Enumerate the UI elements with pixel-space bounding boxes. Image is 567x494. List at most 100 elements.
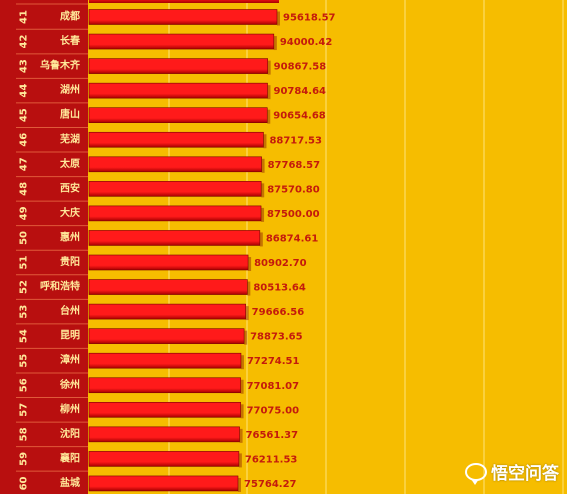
- value-label: 94000.42: [280, 37, 333, 48]
- value-label: 80513.64: [253, 283, 306, 294]
- value-label: 79666.56: [252, 307, 305, 318]
- bar-shadow: [259, 232, 263, 247]
- category-label: 盐城: [60, 476, 80, 489]
- rank-label: 54: [19, 329, 30, 343]
- rank-label: 41: [19, 10, 30, 24]
- rank-label: 51: [19, 256, 30, 270]
- category-label: 惠州: [60, 230, 80, 243]
- bar-shadow: [247, 281, 251, 296]
- bar-shadow: [273, 36, 277, 51]
- category-label: 贵阳: [60, 255, 80, 268]
- category-label: 芜湖: [60, 132, 80, 145]
- bar-shadow: [238, 477, 241, 492]
- value-label: 78873.65: [250, 332, 303, 343]
- value-label: 87500.00: [267, 209, 320, 220]
- category-label-panel: [0, 0, 88, 494]
- category-label: 沈阳: [60, 427, 80, 440]
- value-label: 76561.37: [246, 430, 299, 441]
- category-label: 徐州: [59, 378, 80, 391]
- category-label: 襄阳: [59, 451, 80, 464]
- value-label: 87570.80: [267, 184, 320, 195]
- value-label: 75764.27: [244, 479, 297, 490]
- bar: [88, 9, 278, 25]
- category-label: 西安: [60, 181, 80, 194]
- category-label: 柳州: [60, 402, 80, 415]
- category-label: 大庆: [60, 206, 80, 219]
- bar: [88, 181, 262, 197]
- bar-partial-top: [89, 0, 279, 3]
- bar: [88, 303, 246, 320]
- rank-label: 57: [19, 403, 30, 417]
- category-label: 漳州: [60, 353, 80, 366]
- bar-shadow: [267, 109, 271, 124]
- value-label: 95618.57: [283, 13, 336, 24]
- bar: [88, 33, 275, 50]
- category-label: 成都: [60, 10, 80, 23]
- value-label: 77075.00: [247, 405, 300, 416]
- category-label: 乌鲁木齐: [40, 59, 81, 72]
- value-label: 88717.53: [269, 135, 322, 146]
- value-label: 77274.51: [247, 356, 300, 367]
- bar: [88, 156, 262, 173]
- rank-label: 50: [19, 231, 30, 245]
- bar-shadow: [240, 379, 244, 394]
- bar-shadow: [263, 134, 267, 149]
- bar-shadow: [238, 453, 242, 468]
- bar-shadow: [248, 257, 252, 271]
- category-label: 太原: [59, 157, 80, 170]
- bar: [88, 107, 268, 123]
- value-label: 90867.58: [274, 62, 327, 73]
- bar: [88, 451, 240, 467]
- category-label: 长春: [60, 34, 80, 47]
- rank-label: 59: [19, 452, 30, 466]
- bar: [88, 401, 241, 418]
- value-label: 77081.07: [247, 381, 300, 392]
- category-label: 台州: [60, 304, 80, 317]
- bar: [88, 205, 262, 222]
- bar-shadow: [267, 85, 271, 100]
- value-label: 86874.61: [266, 233, 319, 244]
- value-label: 76211.53: [245, 454, 298, 465]
- watermark: 悟空问答: [465, 459, 559, 485]
- category-label: 唐山: [60, 108, 80, 121]
- category-label: 湖州: [60, 83, 80, 96]
- rank-label: 42: [19, 35, 30, 49]
- rank-label: 53: [19, 305, 30, 319]
- speech-bubble-icon: [465, 462, 487, 485]
- rank-label: 47: [19, 157, 30, 171]
- bar: [88, 82, 268, 99]
- rank-label: 43: [19, 59, 30, 73]
- bar-shadow: [261, 158, 265, 173]
- value-label: 87768.57: [268, 160, 321, 171]
- value-label: 90654.68: [273, 111, 326, 122]
- bar: [88, 58, 268, 74]
- rank-label: 48: [19, 182, 30, 196]
- bar: [88, 475, 239, 492]
- category-label: 昆明: [60, 330, 80, 342]
- rank-label: 56: [19, 378, 30, 392]
- bar: [88, 279, 248, 295]
- rank-label: 49: [19, 206, 30, 220]
- rank-label: 46: [19, 133, 30, 147]
- bar-shadow: [267, 60, 271, 75]
- bar-shadow: [240, 404, 244, 419]
- watermark-text: 悟空问答: [491, 464, 559, 484]
- bar: [88, 230, 261, 246]
- value-label: 90784.64: [274, 86, 327, 97]
- bar: [88, 377, 241, 394]
- rank-label: 45: [19, 108, 30, 122]
- rank-label: 52: [19, 280, 30, 294]
- bar-shadow: [244, 330, 248, 345]
- bar-shadow: [239, 428, 243, 443]
- bar: [88, 352, 242, 369]
- bar-shadow: [277, 11, 280, 26]
- bar: [88, 254, 249, 271]
- bar: [88, 131, 264, 148]
- value-label: 80902.70: [254, 258, 307, 269]
- rank-label: 55: [19, 354, 30, 368]
- category-label: 呼和浩特: [40, 280, 80, 293]
- bar-shadow: [261, 183, 265, 198]
- rank-label: 58: [19, 427, 30, 441]
- bar-shadow: [245, 306, 249, 321]
